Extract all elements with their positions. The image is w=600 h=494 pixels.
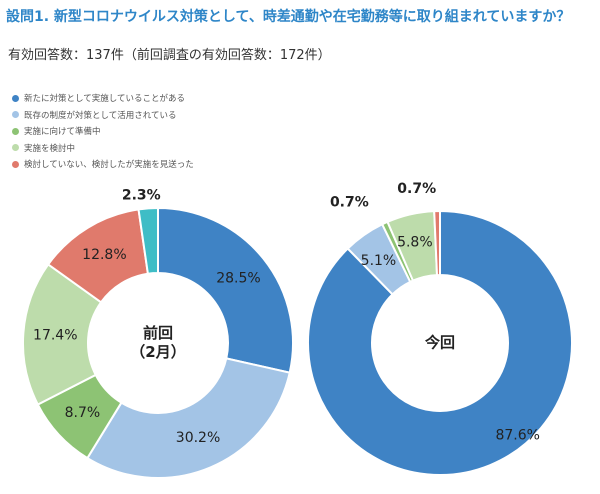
legend-item-preparing: 実施に向けて準備中	[12, 123, 194, 140]
legend-swatch-icon	[12, 127, 19, 135]
slice-data-label: 17.4%	[33, 327, 77, 343]
legend-item-considering: 実施を検討中	[12, 140, 194, 157]
slice-data-label: 87.6%	[495, 428, 539, 444]
legend-label: 実施を検討中	[24, 143, 76, 154]
question-title: 設問1. 新型コロナウイルス対策として、時差通勤や在宅勤務等に取り組まれています…	[6, 9, 571, 25]
legend-label: 実施に向けて準備中	[24, 127, 101, 138]
donut-current: 87.6% 5.1% 0.7% 5.8% 0.7% 今回	[307, 181, 573, 476]
donut-slice	[433, 209, 441, 277]
slice-data-label: 5.8%	[397, 235, 433, 251]
slice-data-label: 12.8%	[82, 247, 126, 263]
legend-item-new-measures: 新たに対策として実施していることがある	[12, 90, 194, 107]
slice-data-label: 2.3%	[122, 187, 161, 203]
legend-label: 新たに対策として実施していることがある	[24, 94, 185, 105]
legend-label: 既存の制度が対策として活用されている	[24, 110, 177, 121]
donut-slice	[86, 357, 291, 479]
legend-swatch-icon	[12, 94, 19, 102]
legend-swatch-icon	[12, 160, 19, 168]
donut-slice	[22, 263, 103, 406]
donut-slice	[157, 206, 294, 374]
donut-center-label: 今回	[424, 334, 455, 352]
slice-data-label: 8.7%	[65, 405, 101, 421]
slice-data-label: 0.7%	[397, 181, 436, 197]
donut-slice	[307, 209, 573, 476]
legend-swatch-icon	[12, 111, 19, 119]
donut-center-label: 前回	[143, 324, 173, 342]
slice-data-label: 28.5%	[216, 271, 260, 287]
legend-label: 検討していない、検討したが実施を見送った	[24, 160, 194, 171]
slice-data-label: 30.2%	[176, 430, 220, 446]
response-count: 有効回答数：137件（前回調査の有効回答数：172件）	[8, 48, 331, 63]
legend-swatch-icon	[12, 144, 19, 152]
chart-legend: 新たに対策として実施していることがある 既存の制度が対策として活用されている 実…	[12, 90, 194, 173]
slice-data-label: 5.1%	[361, 253, 397, 269]
donut-slice	[137, 206, 159, 275]
donut-previous: 28.5% 30.2% 8.7% 17.4% 12.8% 2.3% 前回（2月）	[22, 187, 294, 479]
donut-center-label: （2月）	[130, 343, 185, 361]
legend-item-not-considered: 検討していない、検討したが実施を見送った	[12, 156, 194, 173]
legend-item-existing-system: 既存の制度が対策として活用されている	[12, 107, 194, 124]
slice-data-label: 0.7%	[330, 195, 369, 211]
